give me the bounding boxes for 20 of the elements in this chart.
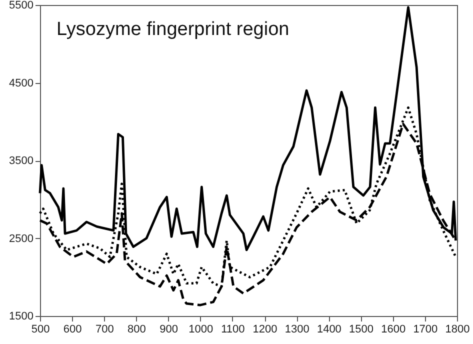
y-tick-label: 2500 [9, 232, 34, 245]
x-tick-label: 1700 [413, 324, 438, 336]
x-tick-label: 500 [31, 324, 50, 336]
text: Lysozyme fingerprint region [56, 19, 290, 40]
x-tick-label: 1200 [252, 324, 278, 336]
x-tick-label: 900 [160, 324, 178, 336]
y-tick-label: 1500 [9, 310, 34, 322]
x-tick-label: 1600 [381, 324, 406, 336]
x-tick-label: 1500 [349, 324, 374, 336]
x-tick-label: 1300 [284, 324, 310, 336]
y-tick-label: 3500 [9, 155, 34, 167]
x-tick-label: 700 [95, 324, 114, 336]
x-tick-label: 600 [63, 324, 82, 336]
x-tick-label: 1000 [188, 324, 214, 336]
x-tick-label: 1400 [316, 324, 342, 336]
x-tick-label: 1100 [221, 324, 245, 336]
x-tick-label: 800 [128, 324, 146, 336]
y-tick-label: 5500 [9, 0, 34, 12]
x-tick-label: 1800 [445, 324, 470, 336]
y-tick-label: 4500 [9, 77, 34, 90]
